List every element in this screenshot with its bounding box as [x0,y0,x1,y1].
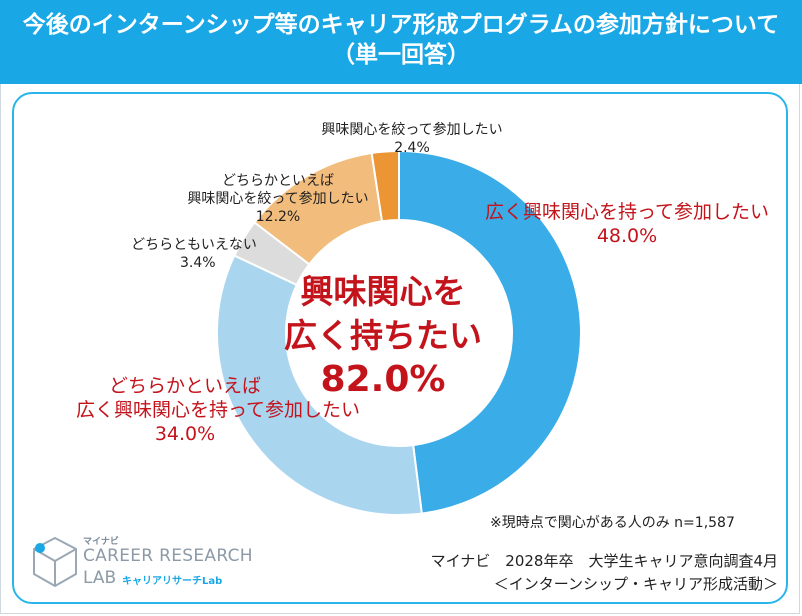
label-somewhat-narrow-text2: 興味関心を絞って参加したい [187,191,369,207]
center-line2: 広く持ちたい [284,316,482,355]
center-summary: 興味関心を 広く持ちたい [263,270,503,358]
label-somewhat-narrow-text1: どちらかといえば [222,173,334,189]
label-somewhat-narrow: どちらかといえば 興味関心を絞って参加したい 12.2% [178,172,378,226]
label-narrow-interest: 興味関心を絞って参加したい 2.4% [302,121,522,157]
label-somewhat-broad-text1: どちらかといえば [108,375,261,397]
label-somewhat-broad-value: 34.0% [154,423,216,445]
chart-title: 今後のインターンシップ等のキャリア形成プログラムの参加方針について [22,12,780,38]
label-somewhat-broad: どちらかといえば 広く興味関心を持って参加したい 34.0% [60,374,360,446]
label-broad-interest: 広く興味関心を持って参加したい 48.0% [482,200,772,248]
label-neutral-value: 3.4% [180,255,216,271]
label-somewhat-narrow-value: 12.2% [255,209,301,225]
logo-line2: LAB [83,568,117,588]
source-line1: マイナビ 2028年卒 大学生キャリア意向調査4月 [430,552,778,570]
center-line1: 興味関心を [300,272,466,311]
chart-subtitle: （単一回答） [332,42,470,68]
label-somewhat-broad-text2: 広く興味関心を持って参加したい [75,399,360,421]
logo: マイナビ CAREER RESEARCH LAB キャリアリサーチLab [30,530,253,590]
slice-somewhat-broad [216,254,423,516]
logo-cube-icon [33,536,77,588]
chart-header: 今後のインターンシップ等のキャリア形成プログラムの参加方針について （単一回答） [0,0,802,84]
label-broad-interest-text: 広く興味関心を持って参加したい [484,201,770,223]
chart-panel [12,92,788,604]
label-broad-interest-value: 48.0% [596,225,658,247]
slice-broad-interest [398,149,582,515]
logo-brand: マイナビ [83,537,119,547]
slice-narrow-interest [370,149,400,223]
source: マイナビ 2028年卒 大学生キャリア意向調査4月 ＜インターンシップ・キャリア… [431,550,778,596]
source-line2: ＜インターンシップ・キャリア形成活動＞ [493,575,778,593]
label-neutral-text: どちらともいえない [131,237,257,253]
sample-note: ※現時点で関心がある人のみ n=1,587 [490,515,735,531]
logo-line1: CAREER RESEARCH [83,546,253,566]
logo-sub: キャリアリサーチLab [122,576,223,587]
label-narrow-interest-value: 2.4% [394,140,430,156]
label-narrow-interest-text: 興味関心を絞って参加したい [321,122,503,138]
label-neutral: どちらともいえない 3.4% [128,236,260,272]
center-percent: 82.0% [320,359,446,400]
